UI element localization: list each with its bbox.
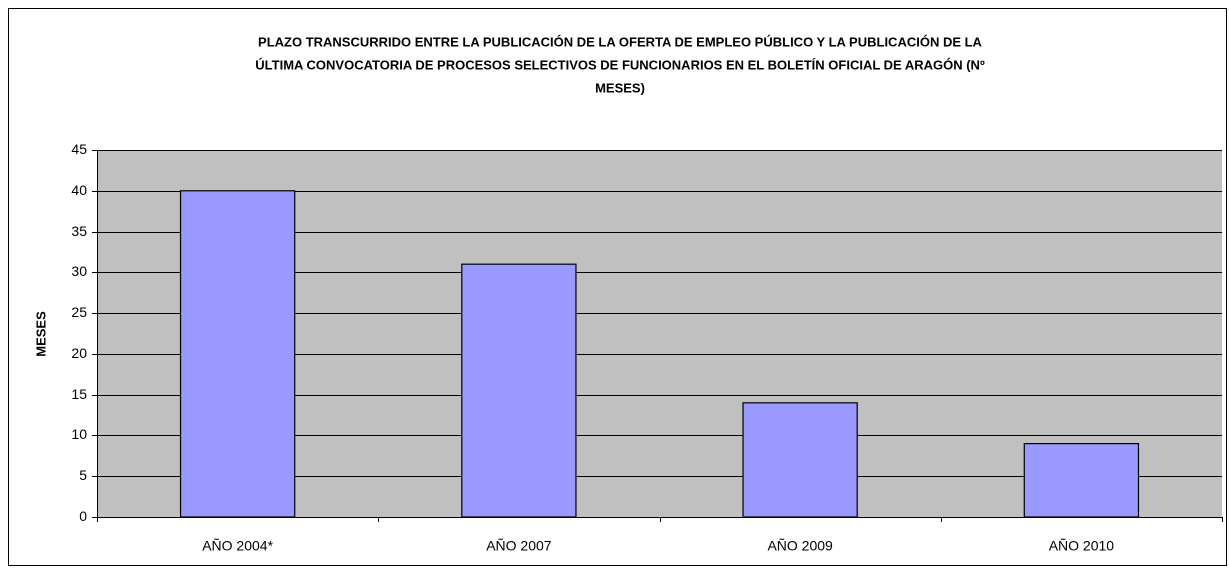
x-tick-label: AÑO 2010 <box>1049 538 1115 554</box>
y-tick-label: 5 <box>79 467 87 483</box>
y-tick-label: 0 <box>79 508 87 524</box>
y-tick-label: 35 <box>71 223 87 239</box>
bar <box>1023 443 1140 518</box>
bar <box>179 190 296 518</box>
y-tick-label: 15 <box>71 386 87 402</box>
bar <box>742 402 858 518</box>
y-tick-label: 20 <box>71 345 87 361</box>
x-tick-label: AÑO 2007 <box>486 538 552 554</box>
y-tick-label: 25 <box>71 304 87 320</box>
chart-title: ÚLTIMA CONVOCATORIA DE PROCESOS SELECTIV… <box>255 57 985 72</box>
y-tick-label: 10 <box>71 426 87 442</box>
y-tick-label: 45 <box>71 141 87 157</box>
bar <box>461 263 577 518</box>
y-tick-label: 40 <box>71 182 87 198</box>
y-tick-label: 30 <box>71 263 87 279</box>
x-tick-label: AÑO 2009 <box>767 538 833 554</box>
x-tick-label: AÑO 2004* <box>202 538 273 554</box>
chart-title: MESES) <box>595 80 645 95</box>
y-axis-label: MESES <box>33 311 48 357</box>
chart-title: PLAZO TRANSCURRIDO ENTRE LA PUBLICACIÓN … <box>258 34 983 49</box>
